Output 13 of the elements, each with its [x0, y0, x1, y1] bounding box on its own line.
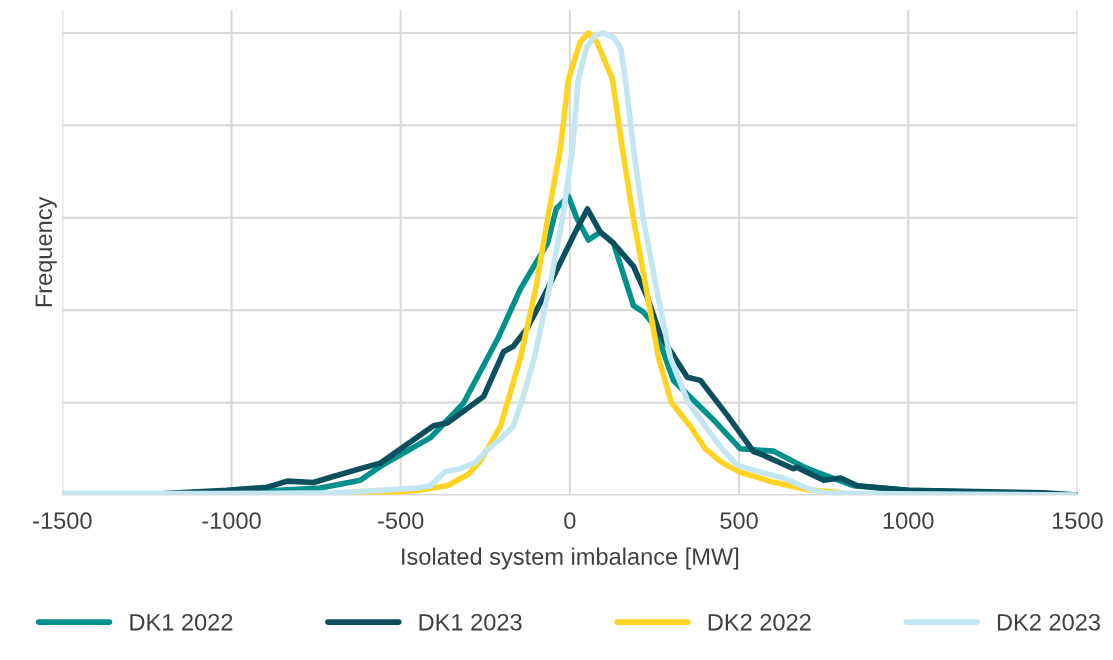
- x-axis-title: Isolated system imbalance [MW]: [402, 547, 739, 570]
- x-tick-label: 500: [720, 512, 758, 530]
- legend-label: DK2 2023: [997, 613, 1100, 631]
- x-tick-label: -1000: [202, 512, 261, 530]
- x-tick-label: -500: [378, 512, 424, 530]
- legend-label: DK1 2022: [130, 613, 233, 631]
- x-tick-label: 0: [564, 512, 576, 530]
- legend-label: DK1 2023: [419, 613, 522, 631]
- y-axis-title: Frequency: [35, 196, 57, 307]
- x-tick-label: 1500: [1052, 512, 1103, 530]
- x-tick-label: 1000: [883, 512, 934, 530]
- x-tick-label: -1500: [33, 512, 92, 530]
- legend-label: DK2 2022: [708, 613, 811, 631]
